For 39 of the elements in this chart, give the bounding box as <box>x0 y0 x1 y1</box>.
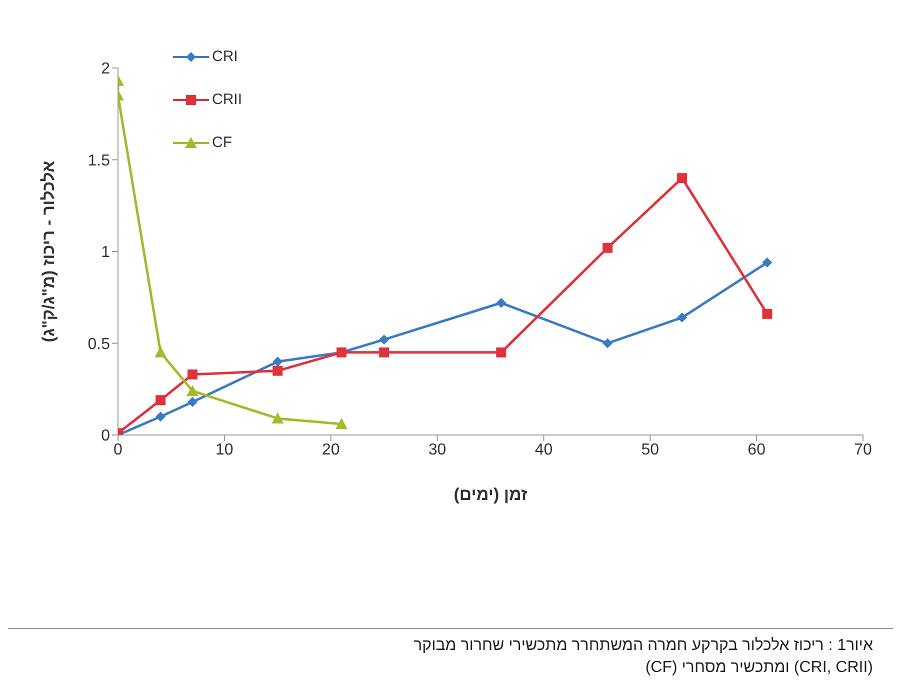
y-tick-label: 0 <box>101 428 110 445</box>
point <box>154 346 167 358</box>
x-tick-label: 0 <box>114 441 123 458</box>
point <box>762 258 772 268</box>
y-axis-title: אלכלור - ריכוז (מ"ג/ק"ג) <box>39 160 58 342</box>
y-tick-label: 1 <box>101 244 110 262</box>
point <box>272 366 283 376</box>
point <box>602 338 613 348</box>
point <box>156 395 166 406</box>
x-tick-label: 70 <box>854 441 872 458</box>
point <box>188 369 198 380</box>
point <box>336 418 348 429</box>
x-tick-label: 60 <box>748 441 766 458</box>
x-tick-label: 20 <box>322 441 340 458</box>
point <box>677 312 688 323</box>
point <box>602 242 613 253</box>
legend-label: CRI <box>212 48 238 65</box>
point <box>272 356 283 367</box>
point <box>186 384 198 396</box>
point <box>379 347 390 358</box>
point <box>272 412 284 424</box>
x-tick-label: 10 <box>216 441 234 458</box>
y-tick-label: 0.5 <box>88 336 110 353</box>
legend-label: CF <box>212 134 232 151</box>
x-tick-label: 30 <box>428 441 446 458</box>
point <box>379 334 390 345</box>
y-tick-label: 2 <box>101 60 110 78</box>
point <box>677 173 688 184</box>
point <box>156 412 166 422</box>
point <box>496 347 506 358</box>
legend-label: CRII <box>212 91 242 108</box>
x-tick-label: 50 <box>641 441 660 458</box>
text: איור1 : ריכוז אלכלור בקרקע חמרה המשתחרר מתכשירי שחרור מבוקר (CRI, CRII) ומתכשיר מסחרי (CF) <box>412 636 873 678</box>
x-axis-title: זמן (ימים) <box>454 485 528 504</box>
point <box>188 396 198 407</box>
y-tick-label: 1.5 <box>88 152 110 170</box>
point <box>496 298 506 308</box>
x-tick-label: 40 <box>534 441 553 458</box>
point <box>762 308 772 319</box>
